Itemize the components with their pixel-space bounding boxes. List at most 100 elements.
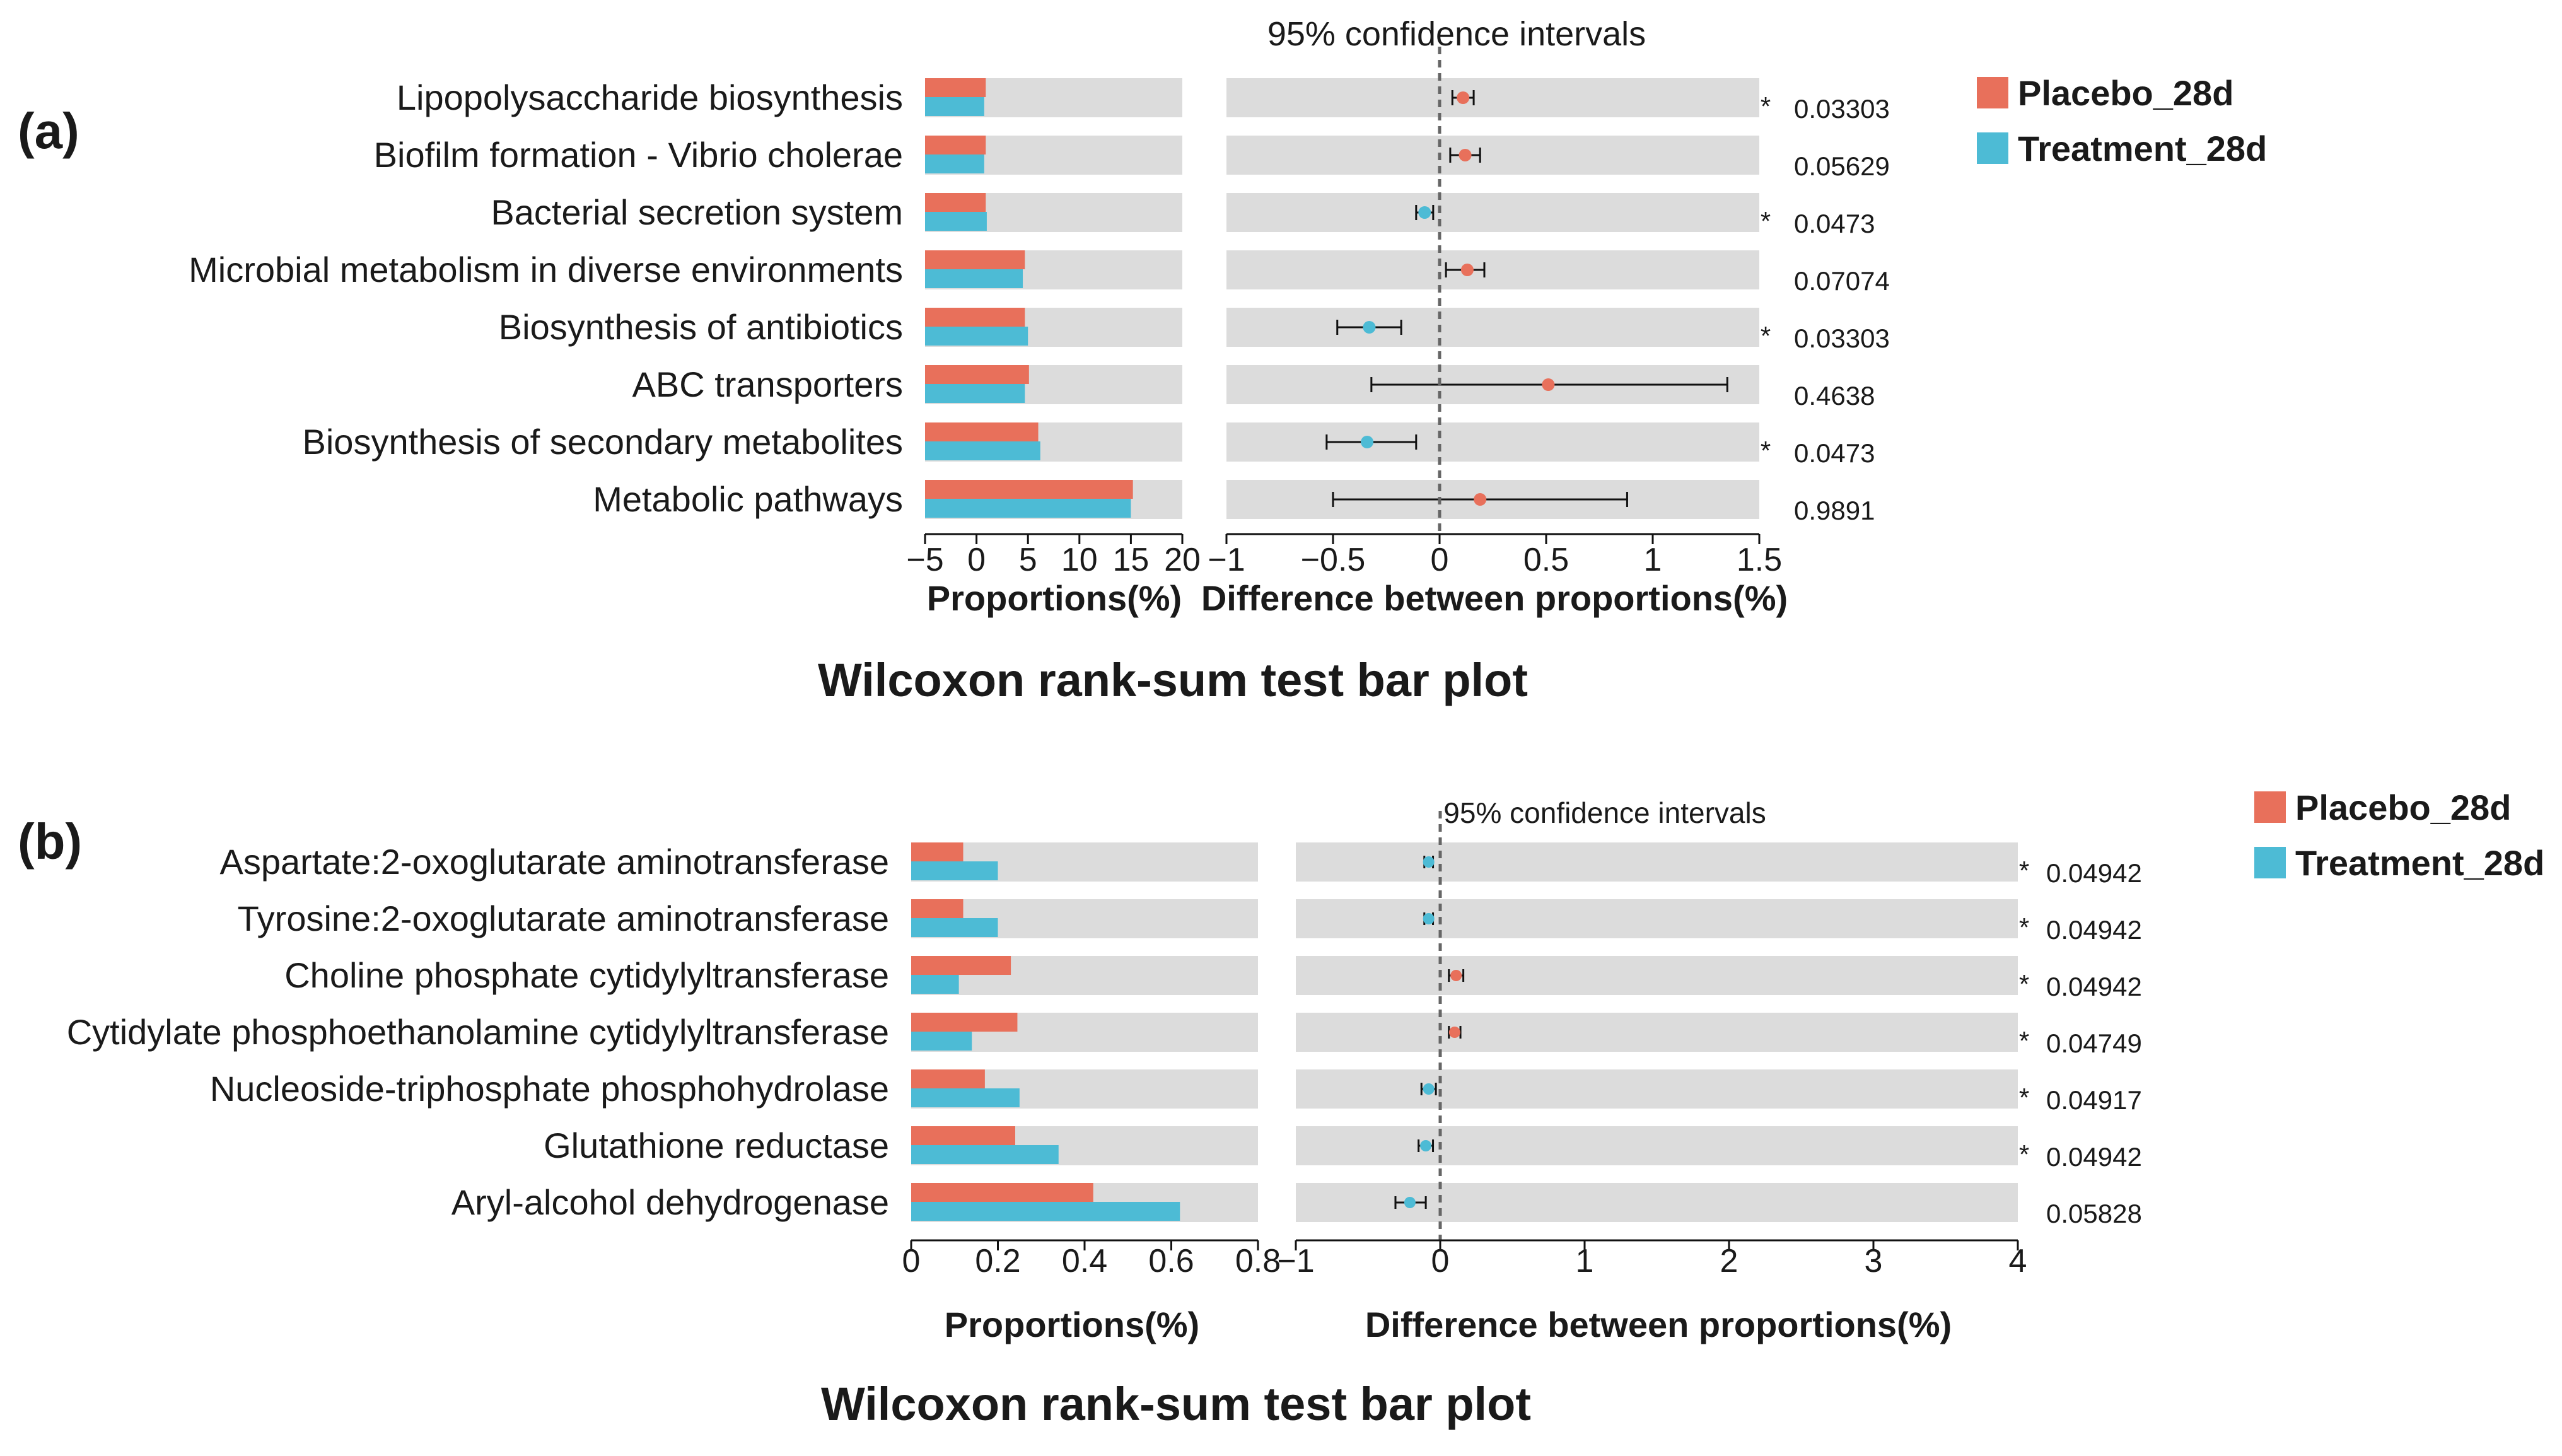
right-track: [1226, 308, 1759, 347]
legend-label: Placebo_28d: [2018, 73, 2233, 113]
p-value: 0.03303: [1794, 323, 1890, 353]
legend-label: Treatment_28d: [2295, 843, 2544, 883]
panel-letter: (a): [18, 103, 79, 159]
placebo-bar: [925, 422, 1039, 441]
treatment-bar: [925, 97, 984, 116]
right-tick-label: 0.5: [1523, 542, 1569, 578]
placebo-bar: [911, 842, 964, 861]
right-track: [1226, 422, 1759, 462]
category-label: Lipopolysaccharide biosynthesis: [397, 78, 903, 117]
difference-point: [1363, 321, 1376, 334]
category-label: Aspartate:2-oxoglutarate aminotransferas…: [220, 842, 889, 882]
ci-title: 95% confidence intervals: [1443, 796, 1766, 829]
p-value: 0.04942: [2046, 915, 2142, 945]
category-label: ABC transporters: [632, 364, 904, 404]
right-tick-label: 1: [1576, 1243, 1594, 1279]
right-tick-label: −0.5: [1301, 542, 1366, 578]
right-tick-label: 3: [1865, 1243, 1883, 1279]
significance-star: *: [2019, 1139, 2029, 1169]
right-tick-label: −1: [1208, 542, 1245, 578]
p-value: 0.0473: [1794, 438, 1875, 468]
right-track: [1226, 193, 1759, 232]
placebo-bar: [925, 136, 986, 154]
right-track: [1226, 78, 1759, 117]
difference-point: [1423, 1083, 1435, 1095]
left-tick-label: 0: [967, 542, 986, 578]
p-value: 0.0473: [1794, 209, 1875, 238]
right-tick-label: 2: [1720, 1243, 1738, 1279]
ci-title: 95% confidence intervals: [1267, 15, 1646, 53]
treatment-bar: [925, 212, 987, 231]
p-value: 0.04942: [2046, 972, 2142, 1001]
category-label: Biofilm formation - Vibrio cholerae: [374, 135, 903, 175]
difference-point: [1420, 1140, 1432, 1151]
treatment-bar: [911, 1145, 1059, 1164]
treatment-bar: [911, 861, 998, 880]
left-tick-label: 5: [1019, 542, 1037, 578]
significance-star: *: [1761, 321, 1771, 351]
right-track: [1296, 842, 2018, 882]
p-value: 0.04749: [2046, 1028, 2142, 1058]
p-value: 0.07074: [1794, 266, 1890, 296]
significance-star: *: [2019, 969, 2029, 999]
p-value: 0.05629: [1794, 151, 1890, 181]
left-tick-label: 0.8: [1235, 1243, 1281, 1279]
significance-star: *: [1761, 436, 1771, 465]
significance-star: *: [1761, 91, 1771, 121]
treatment-bar: [911, 1032, 972, 1051]
category-label: Biosynthesis of antibiotics: [499, 307, 903, 347]
x-axis-title-right: Difference between proportions(%): [1365, 1305, 1952, 1344]
category-label: Glutathione reductase: [544, 1126, 889, 1165]
placebo-bar: [911, 899, 964, 918]
p-value: 0.9891: [1794, 496, 1875, 525]
significance-star: *: [2019, 1083, 2029, 1112]
p-value: 0.05828: [2046, 1199, 2142, 1228]
right-track: [1226, 136, 1759, 175]
treatment-bar: [911, 975, 959, 994]
p-value: 0.04917: [2046, 1085, 2142, 1115]
treatment-bar: [925, 499, 1131, 518]
placebo-bar: [911, 956, 1011, 975]
right-tick-label: −1: [1277, 1243, 1314, 1279]
treatment-bar: [925, 384, 1025, 403]
p-value: 0.04942: [2046, 1142, 2142, 1172]
left-tick-label: 0.6: [1148, 1243, 1194, 1279]
legend: Placebo_28d Treatment_28d: [2254, 788, 2544, 883]
significance-star: *: [2019, 856, 2029, 885]
treatment-bar: [911, 1202, 1180, 1221]
category-label: Cytidylate phosphoethanolamine cytidylyl…: [67, 1012, 889, 1052]
right-track: [1296, 899, 2018, 938]
category-label: Tyrosine:2-oxoglutarate aminotransferase: [238, 899, 889, 938]
placebo-bar: [925, 365, 1029, 384]
legend-swatch: [1977, 77, 2008, 108]
right-track: [1226, 250, 1759, 289]
category-label: Bacterial secretion system: [491, 192, 903, 232]
difference-point: [1404, 1197, 1416, 1208]
difference-point: [1474, 493, 1487, 506]
difference-point: [1459, 149, 1472, 161]
left-tick-label: 15: [1112, 542, 1149, 578]
placebo-bar: [911, 1183, 1093, 1202]
difference-point: [1448, 1027, 1460, 1038]
right-track: [1296, 1126, 2018, 1165]
placebo-bar: [911, 1013, 1018, 1032]
placebo-bar: [925, 193, 986, 212]
difference-point: [1361, 436, 1374, 448]
legend-swatch: [2254, 791, 2286, 823]
placebo-bar: [911, 1126, 1015, 1145]
difference-point: [1423, 913, 1435, 924]
right-track: [1296, 1013, 2018, 1052]
placebo-bar: [925, 78, 986, 97]
difference-point: [1460, 264, 1474, 276]
treatment-bar: [925, 154, 984, 173]
left-tick-label: 0: [902, 1243, 921, 1279]
right-tick-label: 0: [1431, 1243, 1450, 1279]
panel-b: (b) 95% confidence intervals Aspartate:2-o…: [18, 788, 2544, 1430]
difference-point: [1457, 91, 1470, 104]
left-tick-label: 0.4: [1062, 1243, 1107, 1279]
chart-title: Wilcoxon rank-sum test bar plot: [821, 1378, 1531, 1430]
right-track: [1296, 1069, 2018, 1109]
placebo-bar: [911, 1069, 985, 1088]
category-label: Aryl-alcohol dehydrogenase: [451, 1182, 889, 1222]
